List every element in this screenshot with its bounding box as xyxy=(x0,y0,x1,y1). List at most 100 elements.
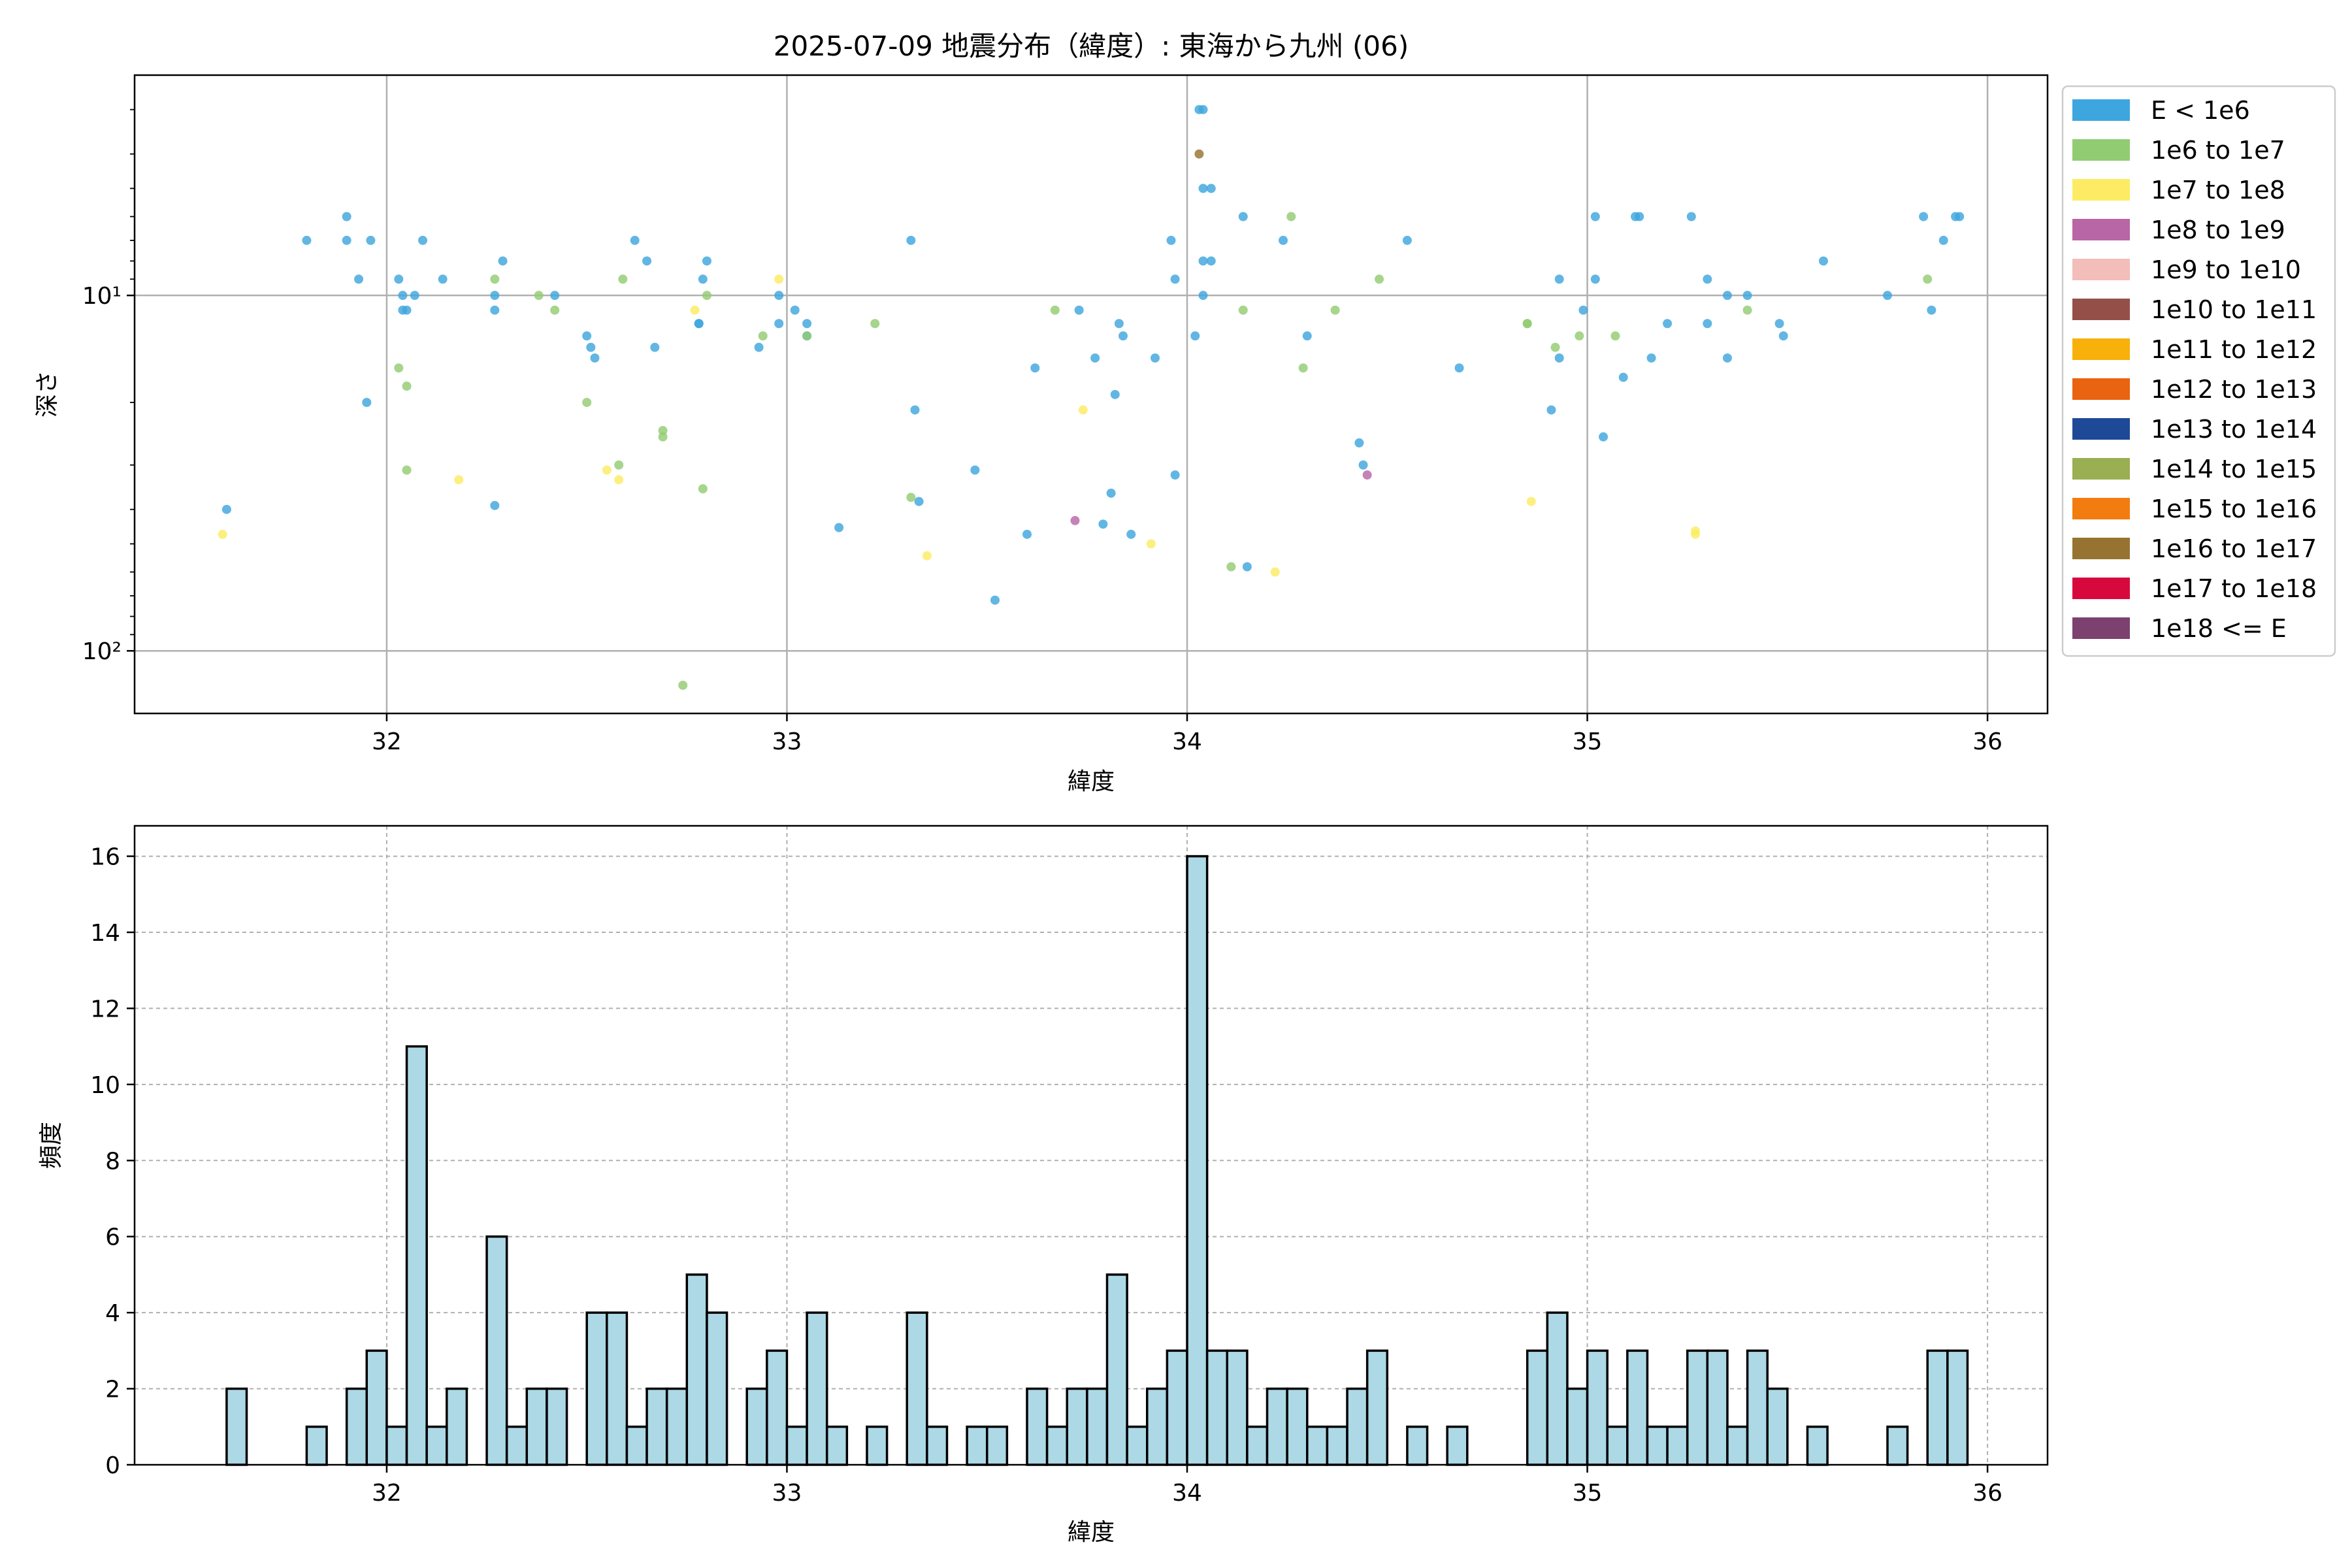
scatter-point xyxy=(402,305,412,315)
scatter-point xyxy=(754,342,764,352)
scatter-point xyxy=(970,465,980,475)
scatter-point xyxy=(366,235,376,245)
histogram-bar xyxy=(1086,1387,1109,1466)
scatter-point xyxy=(1919,212,1929,221)
scatter-point xyxy=(438,274,448,284)
scatter-point xyxy=(1575,331,1584,341)
legend-label: 1e7 to 1e8 xyxy=(2151,176,2285,204)
scatter-point xyxy=(1078,405,1088,415)
scatter-point xyxy=(1270,567,1280,577)
histogram-y-tick-label: 16 xyxy=(90,844,120,871)
scatter-point xyxy=(1375,274,1384,284)
scatter-point xyxy=(1286,212,1296,221)
histogram-bar xyxy=(525,1387,548,1466)
scatter-point xyxy=(1663,319,1673,329)
histogram-bar xyxy=(1546,1311,1569,1466)
legend-label: 1e12 to 1e13 xyxy=(2151,375,2317,404)
scatter-point xyxy=(1279,235,1288,245)
histogram-ticks: 32 33 34 35 36 0 2 4 6 8 10 12 14 16 xyxy=(90,844,2002,1507)
scatter-point xyxy=(1022,529,1032,539)
scatter-point xyxy=(602,465,612,475)
scatter-point xyxy=(490,305,500,315)
scatter-point xyxy=(582,331,592,341)
histogram-bar xyxy=(1346,1387,1369,1466)
scatter-point xyxy=(922,551,932,561)
scatter-point xyxy=(630,235,640,245)
histogram-bars xyxy=(225,855,1969,1466)
histogram-bar xyxy=(1066,1387,1088,1466)
legend-swatch xyxy=(2072,578,2130,599)
scatter-point xyxy=(678,680,688,690)
histogram-bar xyxy=(446,1387,468,1466)
histogram-panel: 32 33 34 35 36 0 2 4 6 8 10 12 14 16 緯度 頻度 xyxy=(38,825,2049,1546)
histogram-bar xyxy=(1446,1426,1469,1466)
histogram-bar xyxy=(1626,1349,1649,1466)
legend-label: E < 1e6 xyxy=(2151,96,2250,125)
scatter-point xyxy=(1146,539,1156,549)
legend-label: 1e8 to 1e9 xyxy=(2151,216,2285,244)
histogram-bar xyxy=(785,1426,808,1466)
scatter-point xyxy=(394,363,404,373)
legend-label: 1e15 to 1e16 xyxy=(2151,495,2317,523)
scatter-point xyxy=(534,291,544,301)
scatter-point xyxy=(1742,305,1752,315)
scatter-y-tick-label: 10¹ xyxy=(82,283,122,310)
figure-title: 2025-07-09 地震分布（緯度）: 東海から九州 (06) xyxy=(774,30,1409,62)
histogram-x-tick-label: 34 xyxy=(1172,1480,1202,1507)
histogram-bar xyxy=(1226,1349,1249,1466)
histogram-bar xyxy=(1286,1387,1309,1466)
histogram-bar xyxy=(385,1426,408,1466)
scatter-point xyxy=(1774,319,1784,329)
scatter-point xyxy=(1778,331,1788,341)
scatter-point xyxy=(1526,497,1536,506)
scatter-point xyxy=(1354,438,1364,448)
scatter-point xyxy=(342,212,351,221)
scatter-point xyxy=(1151,353,1160,363)
histogram-bar xyxy=(1586,1349,1609,1466)
scatter-point xyxy=(906,493,916,502)
scatter-point xyxy=(498,256,508,266)
histogram-axes-frame xyxy=(133,825,2049,1466)
scatter-point xyxy=(614,460,624,470)
legend-swatch xyxy=(2072,219,2130,240)
scatter-point xyxy=(906,235,916,245)
scatter-point xyxy=(1194,149,1204,159)
scatter-x-tick-label: 32 xyxy=(372,728,402,755)
histogram-bar xyxy=(766,1349,789,1466)
scatter-point xyxy=(658,426,668,436)
scatter-point xyxy=(1050,305,1060,315)
histogram-bar xyxy=(1406,1426,1429,1466)
scatter-axes-frame xyxy=(133,74,2049,715)
scatter-point xyxy=(1882,291,1892,301)
scatter-point xyxy=(1238,305,1248,315)
legend-frame xyxy=(2061,85,2336,657)
scatter-point xyxy=(1554,353,1564,363)
legend-label: 1e14 to 1e15 xyxy=(2151,455,2317,483)
histogram-y-tick-label: 12 xyxy=(90,996,120,1022)
scatter-point xyxy=(642,256,652,266)
histogram-bar xyxy=(1166,1349,1188,1466)
scatter-point xyxy=(1554,274,1564,284)
scatter-point xyxy=(694,319,704,329)
scatter-point xyxy=(221,504,231,514)
scatter-point xyxy=(1362,470,1372,480)
legend-label: 1e13 to 1e14 xyxy=(2151,415,2317,444)
histogram-bar xyxy=(1566,1387,1589,1466)
histogram-bar xyxy=(866,1426,889,1466)
scatter-point xyxy=(1198,256,1208,266)
histogram-y-tick-label: 4 xyxy=(105,1300,120,1327)
legend-label: 1e6 to 1e7 xyxy=(2151,136,2285,165)
histogram-y-tick-label: 10 xyxy=(90,1072,120,1099)
scatter-point xyxy=(910,405,920,415)
legend-label: 1e11 to 1e12 xyxy=(2151,335,2317,364)
scatter-point xyxy=(1938,235,1948,245)
scatter-point xyxy=(550,291,560,301)
scatter-point xyxy=(618,274,628,284)
histogram-bar xyxy=(1326,1426,1348,1466)
scatter-point xyxy=(758,331,768,341)
scatter-point xyxy=(1703,274,1712,284)
scatter-point xyxy=(614,475,624,485)
scatter-point xyxy=(990,595,1000,605)
scatter-point xyxy=(1114,319,1124,329)
scatter-point xyxy=(698,484,708,494)
